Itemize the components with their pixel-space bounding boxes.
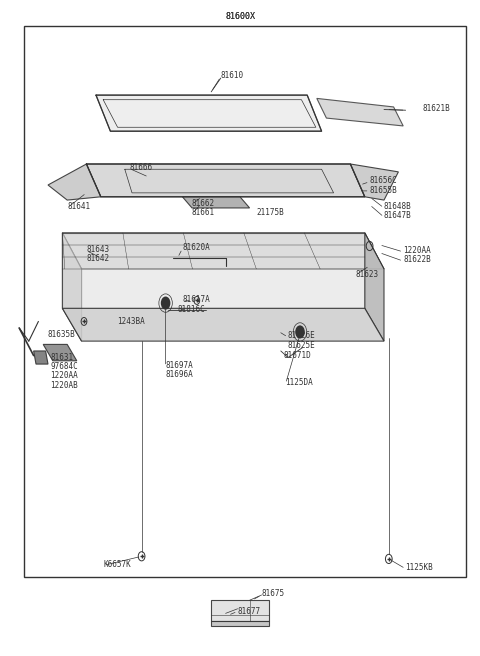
Text: 81626E: 81626E: [288, 331, 316, 340]
Text: 81648B: 81648B: [384, 202, 412, 211]
Text: 81643: 81643: [86, 245, 109, 254]
Polygon shape: [86, 164, 365, 197]
Text: 81696A: 81696A: [166, 370, 193, 379]
Text: 81631: 81631: [50, 353, 73, 362]
Text: 81697A: 81697A: [166, 361, 193, 370]
Text: 81656C: 81656C: [370, 176, 397, 185]
Polygon shape: [211, 621, 269, 626]
Polygon shape: [96, 95, 322, 131]
Text: 81622B: 81622B: [403, 255, 431, 264]
Polygon shape: [62, 233, 82, 341]
Text: K6657K: K6657K: [103, 560, 131, 569]
Polygon shape: [211, 600, 269, 621]
Text: 81661: 81661: [192, 208, 215, 217]
Text: 81623: 81623: [355, 270, 378, 279]
Polygon shape: [317, 98, 403, 126]
Text: 1220AA: 1220AA: [50, 371, 78, 380]
Text: 81610: 81610: [221, 71, 244, 80]
Polygon shape: [350, 164, 398, 200]
Text: 97684C: 97684C: [50, 362, 78, 371]
Text: 81662: 81662: [192, 199, 215, 208]
Text: 81641: 81641: [67, 202, 90, 211]
Polygon shape: [48, 164, 101, 200]
Text: 81666: 81666: [130, 163, 153, 172]
Text: 81677: 81677: [238, 607, 261, 616]
Text: 1243BA: 1243BA: [118, 317, 145, 326]
Text: 1220AB: 1220AB: [50, 380, 78, 390]
Polygon shape: [62, 308, 384, 341]
Text: 81620A: 81620A: [182, 243, 210, 252]
Polygon shape: [34, 351, 48, 364]
Text: 81621B: 81621B: [422, 104, 450, 113]
Text: 81647B: 81647B: [384, 211, 412, 220]
Text: 81655B: 81655B: [370, 186, 397, 195]
Polygon shape: [182, 197, 250, 208]
Text: 1125KB: 1125KB: [406, 563, 433, 572]
Text: 1125DA: 1125DA: [286, 378, 313, 387]
Text: 81617A: 81617A: [182, 295, 210, 304]
Text: 81625E: 81625E: [288, 340, 316, 350]
Text: 81600X: 81600X: [225, 12, 255, 21]
Polygon shape: [365, 233, 384, 341]
Text: 81600X: 81600X: [225, 12, 255, 21]
Text: 21175B: 21175B: [257, 208, 285, 217]
Text: 81635B: 81635B: [48, 330, 76, 339]
Polygon shape: [62, 233, 384, 269]
Polygon shape: [62, 233, 365, 308]
Text: 81671D: 81671D: [283, 351, 311, 360]
Bar: [24, 26, 466, 577]
Text: 81816C: 81816C: [178, 305, 205, 314]
Circle shape: [295, 325, 305, 338]
Polygon shape: [43, 344, 77, 361]
Text: 1220AA: 1220AA: [403, 246, 431, 255]
Text: 81675: 81675: [262, 589, 285, 598]
Circle shape: [161, 297, 170, 310]
Text: 81642: 81642: [86, 254, 109, 263]
